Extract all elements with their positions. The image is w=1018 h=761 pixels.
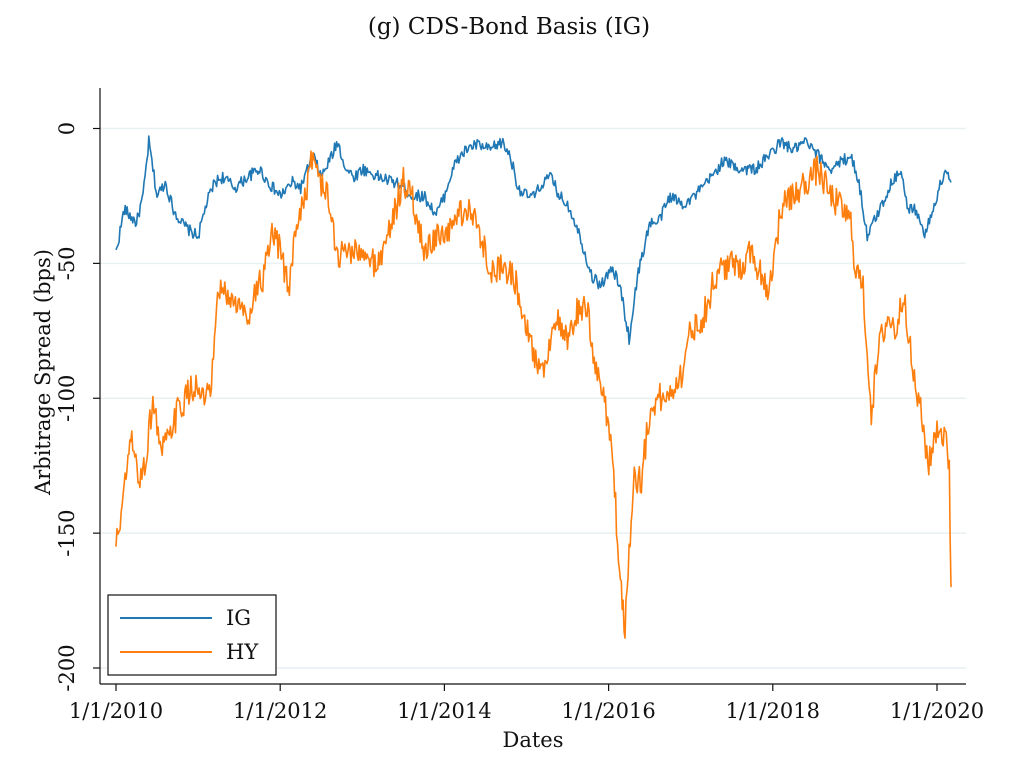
- series-line-hy: [115, 150, 952, 639]
- legend-box: [107, 594, 277, 676]
- x-tick-label: 1/1/2014: [397, 699, 491, 723]
- y-tick-label: -200: [55, 644, 79, 691]
- x-axis-label: Dates: [502, 728, 563, 752]
- y-tick-label: -50: [55, 246, 79, 280]
- axes: [99, 88, 966, 685]
- x-tick-label: 1/1/2012: [233, 699, 327, 723]
- x-tick-label: 1/1/2018: [726, 699, 820, 723]
- x-tick-label: 1/1/2016: [561, 699, 655, 723]
- y-tick-label: -100: [55, 375, 79, 422]
- chart-title: (g) CDS-Bond Basis (IG): [367, 14, 651, 40]
- x-tick-label: 1/1/2020: [890, 699, 984, 723]
- ticks: 0 -50 -100 -150 -200 1/1/2010 1/1/2012 1/1/2014…: [55, 122, 984, 723]
- series-line-ig: [115, 135, 952, 345]
- x-tick-label: 1/1/2010: [69, 699, 163, 723]
- y-tick-label: 0: [55, 122, 79, 135]
- y-axis-label: Arbitrage Spread (bps): [31, 249, 55, 496]
- legend: IG HY: [107, 594, 277, 676]
- series-lines: [115, 135, 952, 639]
- legend-label-ig: IG: [226, 606, 251, 630]
- legend-label-hy: HY: [226, 640, 259, 664]
- y-tick-label: -150: [55, 510, 79, 557]
